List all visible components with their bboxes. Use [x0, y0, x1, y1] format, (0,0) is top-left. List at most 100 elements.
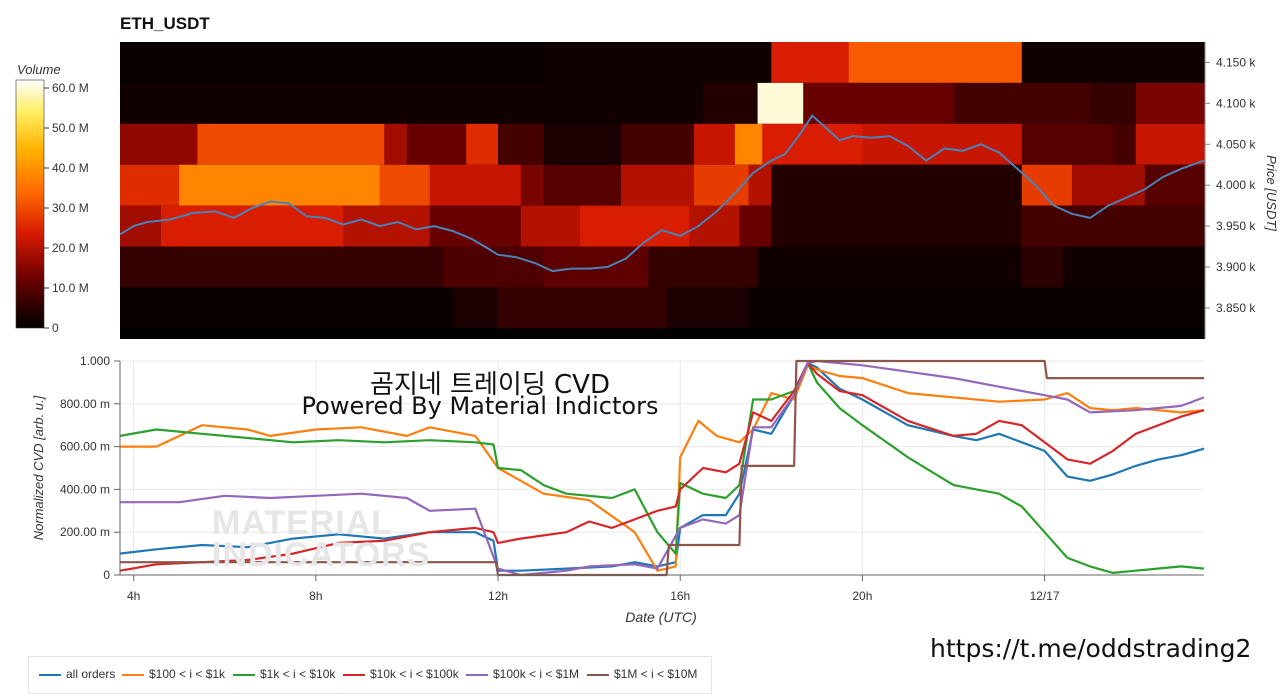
- price-line: [119, 114, 1205, 273]
- heatmap-cell: [862, 123, 1023, 165]
- heatmap-cell: [443, 246, 545, 288]
- heatmap-cell: [739, 205, 772, 247]
- cvd-x-axis-label: Date (UTC): [625, 609, 697, 625]
- heatmap-cell: [543, 42, 772, 83]
- price-axis: 4.150 k 4.100 k 4.050 k 4.000 k 3.950 k 3.900…: [1204, 42, 1256, 339]
- cvd-x-tick-label: 16h: [670, 589, 690, 603]
- price-axis-label: Price [USDT]: [1264, 155, 1279, 231]
- heatmap-cell: [120, 287, 454, 329]
- overlay-subtitle: Powered By Material Indictors: [301, 392, 659, 420]
- legend-label: $1k < i < $10k: [260, 667, 336, 681]
- watermark-text: MATERIAL: [212, 504, 394, 542]
- price-axis-tick-label: 3.850 k: [1216, 301, 1256, 315]
- heatmap-cell: [120, 42, 545, 83]
- heatmap-cell: [520, 205, 581, 247]
- cvd-y-tick-label: 1.000: [80, 354, 110, 368]
- cvd-x-tick-label: 12/17: [1030, 589, 1060, 603]
- heatmap-cell: [757, 246, 1023, 288]
- watermark-text: INDICATORS: [212, 536, 431, 574]
- cvd-x-tick-label: 8h: [309, 589, 322, 603]
- heatmap-cell: [734, 123, 763, 165]
- heatmap-cell: [120, 328, 1205, 339]
- legend-label: $100k < i < $1M: [493, 667, 580, 681]
- chart-title: ETH_USDT: [120, 14, 210, 33]
- heatmap-cell: [1062, 246, 1205, 288]
- cvd-y-tick-label: 200.00 m: [60, 525, 110, 539]
- legend-label: $10k < i < $100k: [370, 667, 459, 681]
- colorbar-tick-label: 30.0 M: [52, 201, 89, 215]
- heatmap-cell: [120, 123, 198, 165]
- price-axis-tick-label: 4.100 k: [1216, 96, 1256, 110]
- heatmap-cell: [543, 164, 622, 206]
- heatmap-cell: [120, 164, 180, 206]
- heatmap-cell: [1090, 82, 1137, 124]
- cvd-series-line: [120, 359, 1204, 577]
- heatmap-cell: [748, 164, 772, 206]
- legend-swatch: [122, 673, 144, 676]
- heatmap-cell: [580, 205, 690, 247]
- heatmap-cell: [429, 205, 522, 247]
- telegram-link[interactable]: https://t.me/oddstrading2: [930, 634, 1252, 663]
- heatmap-cell: [953, 82, 1091, 124]
- price-axis-tick-label: 4.150 k: [1216, 55, 1256, 69]
- legend-item-100-1k[interactable]: $100 < i < $1k: [122, 667, 225, 681]
- cvd-series-line: [119, 362, 1205, 572]
- cvd-series-line: [120, 359, 1205, 577]
- cvd-x-tick-label: 4h: [127, 589, 140, 603]
- heatmap-cell: [498, 287, 668, 329]
- heatmap-cell: [120, 205, 162, 247]
- colorbar-gradient: [15, 79, 45, 329]
- heatmap-cell: [1021, 205, 1205, 247]
- heatmap-cell: [703, 82, 759, 124]
- heatmap-cell: [452, 287, 499, 329]
- price-axis-tick-label: 4.000 k: [1216, 178, 1256, 192]
- heatmap-cell: [384, 123, 408, 165]
- price-axis-tick-label: 3.900 k: [1216, 260, 1256, 274]
- colorbar-tick-label: 40.0 M: [52, 161, 89, 175]
- cvd-axes: 1.000 800.00 m 600.00 m 400.00 m 200.00 m 0 4h…: [60, 354, 1204, 603]
- cvd-lines: [119, 359, 1205, 577]
- legend-label: $100 < i < $1k: [149, 667, 226, 681]
- heatmap-cells: [120, 42, 1205, 339]
- heatmap-cell: [621, 123, 695, 165]
- heatmap-cell: [520, 164, 545, 206]
- legend-item-10k-100k[interactable]: $10k < i < $100k: [343, 667, 459, 681]
- heatmap-cell: [1021, 42, 1205, 83]
- legend-item-100k-1m[interactable]: $100k < i < $1M: [466, 667, 579, 681]
- heatmap-cell: [120, 246, 444, 288]
- heatmap-cell: [1021, 123, 1114, 165]
- heatmap-cell: [466, 123, 499, 165]
- legend-swatch: [343, 673, 365, 676]
- cvd-grid: [120, 360, 1204, 576]
- price-line-path: [119, 114, 1205, 273]
- legend-item-1m-10m[interactable]: $1M < i < $10M: [587, 667, 697, 681]
- legend-label: all orders: [66, 667, 116, 681]
- colorbar-tick-label: 0: [52, 321, 59, 335]
- cvd-y-tick-label: 400.00 m: [60, 482, 110, 496]
- colorbar-tick-label: 10.0 M: [52, 281, 89, 295]
- cvd-x-tick-label: 12h: [488, 589, 508, 603]
- heatmap-cell: [429, 164, 522, 206]
- price-axis-tick-label: 3.950 k: [1216, 219, 1256, 233]
- heatmap-cell: [406, 123, 467, 165]
- heatmap-cell: [757, 82, 804, 124]
- legend-item-1k-10k[interactable]: $1k < i < $10k: [233, 667, 335, 681]
- colorbar-title: Volume: [17, 62, 61, 77]
- colorbar-tick-label: 20.0 M: [52, 241, 89, 255]
- cvd-y-axis-label: Normalized CVD [arb. u.]: [31, 395, 46, 540]
- heatmap-cell: [120, 82, 704, 124]
- heatmap-cell: [748, 287, 1205, 329]
- legend-item-all-orders[interactable]: all orders: [39, 667, 115, 681]
- legend-label: $1M < i < $10M: [614, 667, 698, 681]
- legend-swatch: [39, 673, 61, 676]
- heatmap-cell: [179, 164, 381, 206]
- colorbar-tick-label: 50.0 M: [52, 121, 89, 135]
- colorbar-ticks: 60.0 M 50.0 M 40.0 M 30.0 M 20.0 M 10.0 M 0: [44, 81, 89, 335]
- chart-legend: all orders $100 < i < $1k $1k < i < $10k…: [28, 656, 712, 694]
- heatmap-cell: [648, 246, 759, 288]
- heatmap-cell: [771, 164, 1023, 206]
- legend-swatch: [466, 673, 488, 676]
- cvd-y-tick-label: 800.00 m: [60, 397, 110, 411]
- heatmap-cell: [1021, 246, 1064, 288]
